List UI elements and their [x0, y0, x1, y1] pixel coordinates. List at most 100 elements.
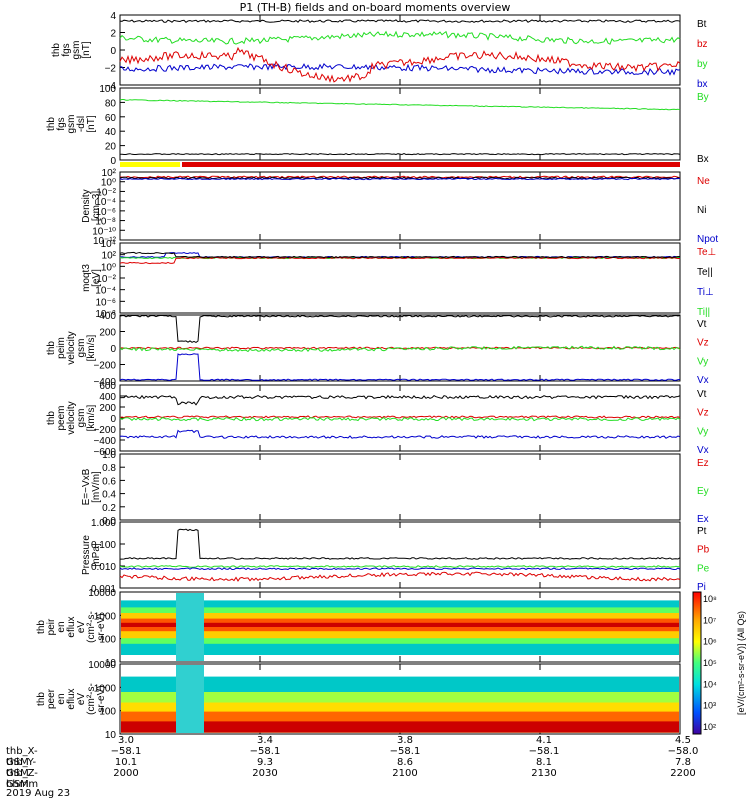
y-axis-label-line: [km/s] [86, 404, 97, 431]
panel-frame-temperature [119, 242, 681, 314]
footer-hhmm-0: 2000 [113, 768, 139, 779]
series-Bx [120, 153, 681, 156]
footer-y-2: 8.6 [397, 757, 413, 768]
footer-hhmm-2: 2100 [392, 768, 418, 779]
peer-spectrogram-band-4 [121, 721, 679, 733]
y-tick-label: −600 [93, 447, 116, 458]
y-tick-label: 10⁻⁶ [95, 297, 116, 308]
y-tick-label: 10000 [88, 588, 116, 599]
y-axis-label-line: [eV] [91, 269, 102, 287]
y-axis-label-peem_velocity: thb peem velocity gsm [km/s] [46, 401, 97, 434]
y-tick-label: 0 [110, 344, 116, 355]
y-axis-label-line: thb [36, 692, 47, 706]
y-tick-label: −2 [105, 64, 117, 75]
y-tick-label: −4 [105, 81, 117, 92]
series-Pi [119, 567, 681, 571]
y-axis-label-line: fgs [61, 43, 72, 56]
y-tick-label: −400 [93, 377, 116, 388]
legend-fgs_small-0: Bt [697, 19, 707, 30]
footer-r-1: 3.4 [257, 735, 273, 746]
y-tick-label: 10⁻⁸ [95, 309, 116, 320]
panel-frame-fgs_small [119, 14, 681, 86]
y-axis-label-line: peir [46, 618, 57, 635]
legend-fgs_small-1: bz [697, 39, 708, 50]
series-by [119, 30, 681, 45]
y-axis-label-line: velocity [66, 331, 77, 364]
y-axis-label-line: eflux [66, 616, 77, 637]
y-axis-label-line: gsm [71, 41, 82, 60]
y-tick-label: 1.000 [91, 518, 116, 529]
y-axis-label-line: sr-eV) [96, 685, 107, 712]
legend-peem_velocity-1: Vz [697, 408, 709, 419]
y-axis-label-line: peer [46, 688, 57, 709]
peir-spectrogram-band-4 [121, 622, 679, 627]
colorbar-tick: 10⁷ [703, 615, 716, 625]
series-Vz [119, 415, 681, 419]
y-tick-label: 4 [110, 11, 116, 22]
y-tick-label: 400 [99, 392, 116, 403]
series-Vt [119, 314, 681, 343]
series-Pt [120, 528, 681, 560]
legend-peem_velocity-0: Vt [697, 389, 707, 400]
y-tick-label: 0 [110, 46, 116, 57]
series-Vx [119, 429, 681, 439]
y-tick-label: 60 [105, 113, 117, 124]
y-tick-label: 600 [99, 381, 116, 392]
footer-y-0: 10.1 [114, 757, 138, 768]
legend-efield-1: Ey [697, 486, 709, 497]
y-tick-label: 1.0 [102, 450, 116, 461]
legend-fgs_small-3: bx [697, 79, 708, 90]
legend-fgs_small-2: by [697, 59, 708, 70]
panel-frame-efield [119, 453, 681, 521]
y-tick-label: 0.2 [102, 503, 116, 514]
footer-x-2: −58.1 [389, 746, 421, 757]
y-tick-label: 100 [99, 635, 116, 646]
y-tick-label: 0.6 [102, 476, 116, 487]
footer-y-4: 7.8 [675, 757, 691, 768]
series-bz [119, 46, 681, 83]
y-axis-label-line: [nT] [86, 115, 97, 132]
y-tick-label: −200 [93, 361, 116, 372]
y-tick-label: 10⁰ [101, 262, 116, 273]
colorbar-tick: 10⁴ [703, 679, 717, 689]
footer-y-3: 8.1 [536, 757, 552, 768]
footer-date: 2019 Aug 23 [6, 788, 71, 799]
legend-density-0: Ne [697, 176, 710, 187]
y-axis-label-line: velocity [66, 401, 77, 434]
y-tick-label: 0.010 [91, 562, 116, 573]
series-Vy [119, 416, 681, 422]
y-axis-label-line: sr-eV) [96, 613, 107, 640]
colorbar-tick: 10² [703, 722, 716, 732]
series-Vx [119, 353, 681, 381]
panel-frame-density [119, 171, 681, 241]
colorbar-tick: 10⁸ [703, 594, 717, 604]
y-axis-label-line: [nPa] [91, 543, 102, 567]
y-tick-label: 40 [105, 127, 117, 138]
y-tick-label: 1000 [94, 611, 117, 622]
series-bx [119, 62, 681, 76]
y-tick-label: 0 [110, 414, 116, 425]
y-tick-label: 0.4 [102, 490, 116, 501]
legend-temperature-2: Ti⊥ [697, 287, 714, 298]
y-axis-label-density: Density [cm−3] [81, 189, 102, 222]
footer-z-label: thb_Z-GSM [6, 768, 38, 790]
y-axis-label-line: eV [76, 693, 87, 706]
y-axis-label-line: Pressure [81, 535, 92, 575]
y-tick-label: 10⁻⁸ [95, 217, 116, 228]
y-tick-label: 10000 [88, 660, 116, 671]
mode-bar-slow [120, 162, 180, 167]
y-tick-label: 100 [99, 707, 116, 718]
y-axis-label-efield: E=−VxB [mV/m] [81, 468, 102, 505]
legend-pressure-0: Pt [697, 526, 707, 537]
y-axis-label-line: E=−VxB [81, 468, 92, 505]
y-axis-label-peer: thb peer en eflux eV (cm²-s-sr-eV) [36, 683, 107, 715]
legend-peim_velocity-1: Vz [697, 338, 709, 349]
footer-r-4: 4.5 [675, 735, 691, 746]
y-axis-label-line: -dsl [76, 116, 87, 132]
peer-spectrogram-gap [176, 665, 204, 733]
y-axis-label-line: gsm [76, 409, 87, 428]
y-axis-label-line: gsm [66, 115, 77, 134]
y-tick-label: 10² [102, 168, 117, 179]
footer-y-1: 9.3 [257, 757, 273, 768]
